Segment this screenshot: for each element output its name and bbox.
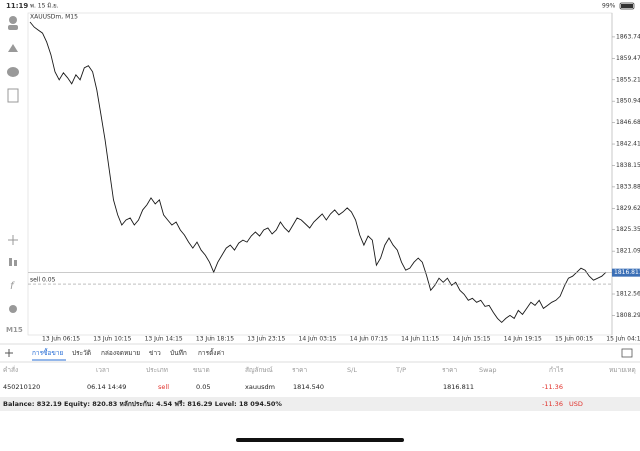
battery-level [621,4,633,8]
column-header: ราคา [292,366,307,374]
x-tick-label: 14 Jun 07:15 [350,336,388,343]
y-tick-label: 1863.740 [616,33,640,40]
home-indicator[interactable] [236,438,404,442]
y-tick-label: 1838.150 [616,162,640,169]
tab[interactable]: บันทึก [170,349,187,357]
cell: 1816.811 [443,383,474,391]
y-tick-label: 1833.885 [616,183,640,190]
y-tick-label: 1825.355 [616,226,640,233]
x-tick-label: 13 Jun 06:15 [42,336,80,343]
cell: 450210120 [3,383,40,391]
column-header: เวลา [96,366,110,374]
cell: 06.14 14:49 [87,383,126,391]
position-label[interactable]: sell 0.05 [30,277,56,284]
chat-icon[interactable] [7,67,19,77]
x-tick-label: 13 Jun 23:15 [247,336,285,343]
y-tick-label: 1859.475 [616,55,640,62]
tab[interactable]: กล่องจดหมาย [101,349,140,357]
x-tick-label: 14 Jun 11:15 [401,336,439,343]
battery-icon [619,2,635,10]
column-header: คำสั่ง [3,365,18,374]
column-header: S/L [347,366,357,374]
column-header: ประเภท [146,366,168,374]
new-order-icon[interactable] [7,88,19,103]
column-header: หมายเหตุ [609,366,636,374]
cell: -11.36 [542,383,563,391]
y-tick-label: 1821.090 [616,248,640,255]
column-header: กำไร [549,366,564,374]
x-tick-label: 13 Jun 18:15 [196,336,234,343]
timeframe-button[interactable]: M15 [6,326,23,334]
column-header: ขนาด [193,366,210,374]
y-tick-label: 1829.620 [616,205,640,212]
x-tick-label: 14 Jun 03:15 [299,336,337,343]
crosshair-icon[interactable] [8,235,18,245]
tab[interactable]: ประวัติ [72,349,91,357]
y-tick-label: 1842.415 [616,141,640,148]
column-header: ราคา [442,366,457,374]
current-price-label: 1816.811 [614,269,640,276]
summary-text: Balance: 832.19 Equity: 820.83 หลักประกั… [3,400,282,408]
status-date: พ. 15 มิ.ย. [30,3,59,10]
account-icon-body [8,25,18,30]
summary-bar [0,397,640,411]
x-tick-label: 15 Jun 04:15 [606,336,640,343]
y-tick-label: 1850.945 [616,98,640,105]
column-header: T/P [395,366,406,374]
layout-button[interactable] [621,348,633,358]
column-header: สัญลักษณ์ [245,366,273,374]
x-tick-label: 14 Jun 15:15 [452,336,490,343]
indicator-icon[interactable]: f [10,281,15,292]
objects-icon[interactable] [9,305,17,313]
tab[interactable]: การซื้อขาย [32,348,63,357]
chart-type-icon-2 [14,260,17,266]
tab[interactable]: การตั้งค่า [198,348,225,357]
y-tick-label: 1812.560 [616,291,640,298]
cell: xauusdm [245,383,275,391]
chart-type-icon[interactable] [9,258,12,266]
tab[interactable]: ข่าว [149,349,161,357]
x-tick-label: 13 Jun 14:15 [145,336,183,343]
status-battery: 99% [602,3,616,10]
add-button[interactable] [5,349,13,357]
chart-title: XAUUSDm, M15 [30,14,78,21]
toolbar: f [7,16,19,313]
column-header: Swap [479,366,497,374]
current-price-box [612,268,640,277]
x-tick-label: 15 Jun 00:15 [555,336,593,343]
cell: 1814.540 [293,383,324,391]
summary-profit: -11.36 [542,400,563,408]
x-tick-label: 14 Jun 19:15 [504,336,542,343]
status-time: 11:19 [6,2,28,10]
account-icon[interactable] [9,16,17,24]
summary-currency: USD [569,400,583,408]
price-line [29,21,607,324]
y-tick-label: 1855.210 [616,76,640,83]
cell: 0.05 [196,383,210,391]
x-tick-label: 13 Jun 10:15 [93,336,131,343]
y-tick-label: 1808.295 [616,312,640,319]
y-tick-label: 1846.680 [616,119,640,126]
cell: sell [158,383,169,391]
trade-icon[interactable] [8,44,18,52]
